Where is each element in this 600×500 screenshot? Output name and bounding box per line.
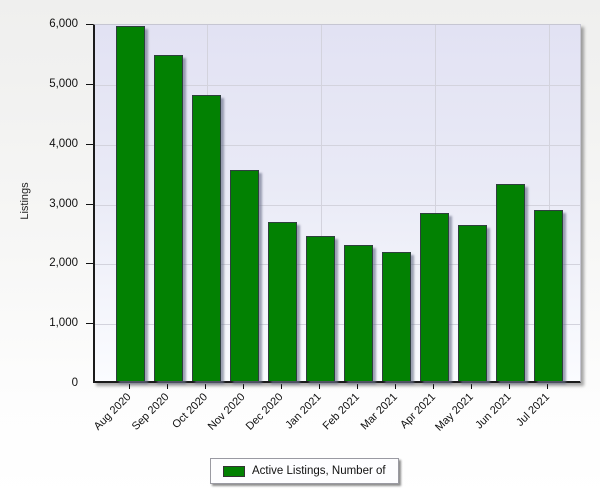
- y-axis-tick-label: 2,000: [49, 257, 78, 270]
- bar-nov-2020: [230, 170, 259, 381]
- x-axis-tick: [432, 384, 434, 389]
- x-axis-tick: [394, 384, 396, 389]
- bar-dec-2020: [268, 222, 297, 381]
- x-axis-tick-label-text: Sep 2020: [130, 391, 172, 433]
- y-axis-tick-label: 6,000: [49, 17, 78, 30]
- x-axis-tick: [280, 384, 282, 389]
- bar-aug-2020: [116, 25, 145, 381]
- bar-jul-2021: [534, 210, 563, 381]
- y-axis-tick: [86, 323, 93, 325]
- gridline-horizontal: [95, 144, 580, 146]
- x-axis-tick: [356, 384, 358, 389]
- gridline-vertical: [434, 25, 436, 381]
- x-axis-tick: [470, 384, 472, 389]
- x-axis-tick: [546, 384, 548, 389]
- gridline-horizontal: [95, 324, 580, 326]
- y-axis-tick-label: 4,000: [49, 137, 78, 150]
- y-axis-tick: [86, 203, 93, 205]
- gridline-horizontal: [95, 84, 580, 86]
- gridline-vertical: [320, 25, 322, 381]
- y-axis-tick: [86, 143, 93, 145]
- bar-feb-2021: [344, 245, 373, 381]
- bar-mar-2021: [382, 252, 411, 381]
- x-axis-tick: [318, 384, 320, 389]
- x-axis-tick-label-text: Jun 2021: [473, 391, 514, 432]
- x-axis-tick-label-text: Apr 2021: [397, 391, 438, 432]
- x-axis-tick-label-text: May 2021: [433, 391, 476, 434]
- legend: Active Listings, Number of: [210, 458, 399, 484]
- gridline-horizontal: [95, 264, 580, 266]
- x-axis-tick-label-text: Mar 2021: [358, 391, 400, 433]
- y-axis-tick-label: 3,000: [49, 197, 78, 210]
- y-axis-tick: [86, 83, 93, 85]
- x-axis-tick: [508, 384, 510, 389]
- bar-sep-2020: [154, 54, 183, 381]
- gridline-horizontal: [95, 204, 580, 206]
- gridline-vertical: [548, 25, 550, 381]
- y-axis-tick: [86, 24, 93, 25]
- x-axis-tick-label-text: Oct 2020: [169, 391, 210, 432]
- x-axis-tick-label-text: Feb 2021: [320, 391, 362, 433]
- x-axis-tick: [128, 384, 130, 389]
- y-axis-tick-label: 5,000: [49, 77, 78, 90]
- x-axis-tick-label-text: Aug 2020: [92, 391, 134, 433]
- bar-jun-2021: [496, 183, 525, 381]
- bar-may-2021: [458, 225, 487, 381]
- bar-jan-2021: [306, 236, 335, 381]
- y-axis-tick-label: 0: [71, 376, 78, 389]
- x-axis-tick: [242, 384, 244, 389]
- x-axis-tick: [204, 384, 206, 389]
- x-axis-tick-label-text: Nov 2020: [206, 391, 248, 433]
- y-axis-tick: [86, 263, 93, 265]
- x-axis-tick-label-text: Dec 2020: [244, 391, 286, 433]
- legend-label: Active Listings, Number of: [252, 465, 386, 477]
- x-axis-tick-label-text: Jul 2021: [514, 391, 552, 429]
- bar-apr-2021: [420, 212, 449, 381]
- bar-oct-2020: [192, 95, 221, 381]
- x-axis-tick-label-text: Jan 2021: [283, 391, 324, 432]
- legend-swatch: [223, 465, 245, 477]
- x-axis-tick: [166, 384, 168, 389]
- y-axis-tick-label: 1,000: [49, 316, 78, 329]
- plot-area: [93, 24, 581, 383]
